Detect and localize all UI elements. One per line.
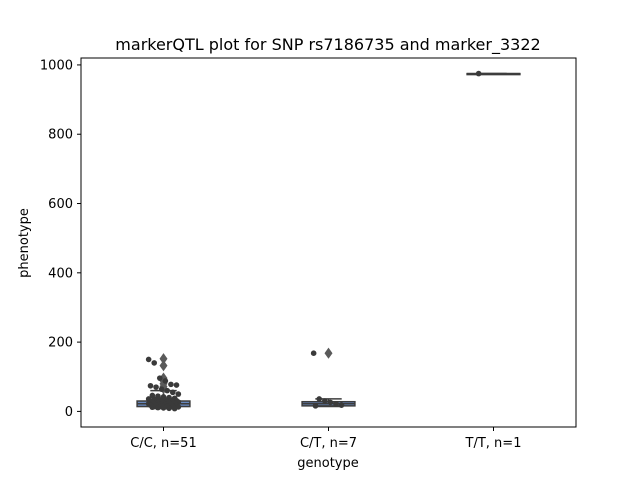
x-axis: C/C, n=51 C/T, n=7 T/T, n=1 bbox=[130, 427, 521, 451]
x-tick-label: T/T, n=1 bbox=[465, 436, 522, 451]
x-tick-label: C/C, n=51 bbox=[130, 436, 196, 451]
y-axis: 0 200 400 600 800 1000 bbox=[40, 58, 81, 420]
strip-point bbox=[338, 402, 345, 408]
strip-point bbox=[162, 378, 169, 384]
strip-point bbox=[327, 399, 334, 406]
strip-point bbox=[166, 405, 172, 412]
outlier-point bbox=[159, 360, 168, 372]
y-tick-label: 200 bbox=[48, 336, 73, 351]
y-tick-label: 600 bbox=[48, 197, 73, 212]
strip-point bbox=[149, 404, 156, 411]
strip-point bbox=[310, 350, 317, 357]
y-tick-label: 1000 bbox=[40, 58, 73, 73]
strip-point bbox=[147, 382, 154, 389]
strip-point bbox=[155, 404, 161, 411]
y-tick-label: 0 bbox=[65, 405, 73, 420]
strip-point bbox=[316, 396, 323, 402]
strip-point bbox=[312, 403, 319, 409]
strip-point bbox=[173, 382, 180, 388]
strip-point bbox=[169, 389, 176, 396]
plot-frame bbox=[80, 57, 577, 428]
strip-point bbox=[175, 391, 182, 397]
strip-point bbox=[171, 405, 178, 412]
outlier-point bbox=[324, 347, 333, 359]
outlier-point bbox=[159, 353, 168, 365]
strip-point bbox=[164, 387, 171, 394]
strip-point bbox=[156, 375, 163, 381]
strip-point bbox=[333, 400, 339, 407]
strip-point bbox=[158, 386, 165, 393]
strip-point bbox=[168, 381, 174, 388]
strip-point bbox=[321, 398, 328, 404]
y-tick-label: 800 bbox=[48, 128, 73, 143]
strip-point bbox=[475, 70, 482, 77]
x-axis-title: genotype bbox=[297, 456, 358, 471]
y-tick-label: 400 bbox=[48, 266, 73, 281]
y-axis-title: phenotype bbox=[17, 208, 32, 278]
chart-title: markerQTL plot for SNP rs7186735 and mar… bbox=[115, 35, 540, 55]
strip-point bbox=[151, 360, 158, 366]
plot-area bbox=[80, 57, 577, 428]
strip-point bbox=[145, 356, 152, 363]
x-tick-label: C/T, n=7 bbox=[300, 436, 357, 451]
strip-point bbox=[153, 384, 159, 390]
strip-point bbox=[160, 405, 167, 411]
